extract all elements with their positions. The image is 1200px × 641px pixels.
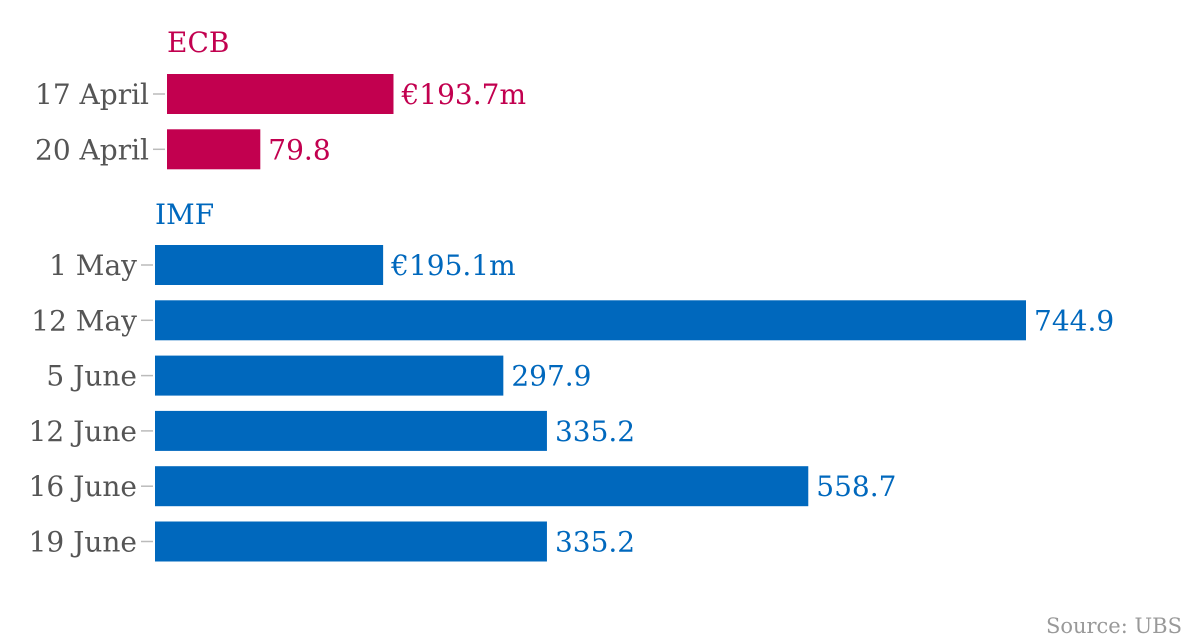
bar [167, 129, 261, 170]
chart-title-ecb: ECB [167, 26, 229, 59]
category-label: 5 June [46, 360, 137, 393]
data-label: 558.7 [816, 470, 896, 503]
data-label: €193.7m [400, 78, 526, 111]
bar [155, 521, 547, 562]
bar [155, 410, 547, 451]
bar [155, 245, 384, 285]
category-label: 12 May [31, 304, 137, 337]
data-label: 335.2 [555, 526, 635, 559]
source-note: Source: UBS [1046, 614, 1182, 638]
bar [155, 300, 1026, 341]
category-label: 17 April [35, 78, 149, 111]
category-label: 16 June [29, 470, 137, 503]
category-label: 20 April [35, 133, 149, 166]
chart-title-imf: IMF [155, 198, 214, 231]
bar [167, 74, 394, 114]
bar [155, 355, 504, 396]
category-label: 12 June [29, 415, 137, 448]
data-label: 79.8 [268, 133, 330, 166]
category-label: 19 June [29, 526, 137, 559]
data-label: 335.2 [555, 415, 635, 448]
bar [155, 466, 809, 507]
data-label: 297.9 [511, 360, 591, 393]
data-label: 744.9 [1034, 304, 1114, 337]
data-label: €195.1m [390, 249, 516, 282]
category-label: 1 May [49, 249, 137, 282]
